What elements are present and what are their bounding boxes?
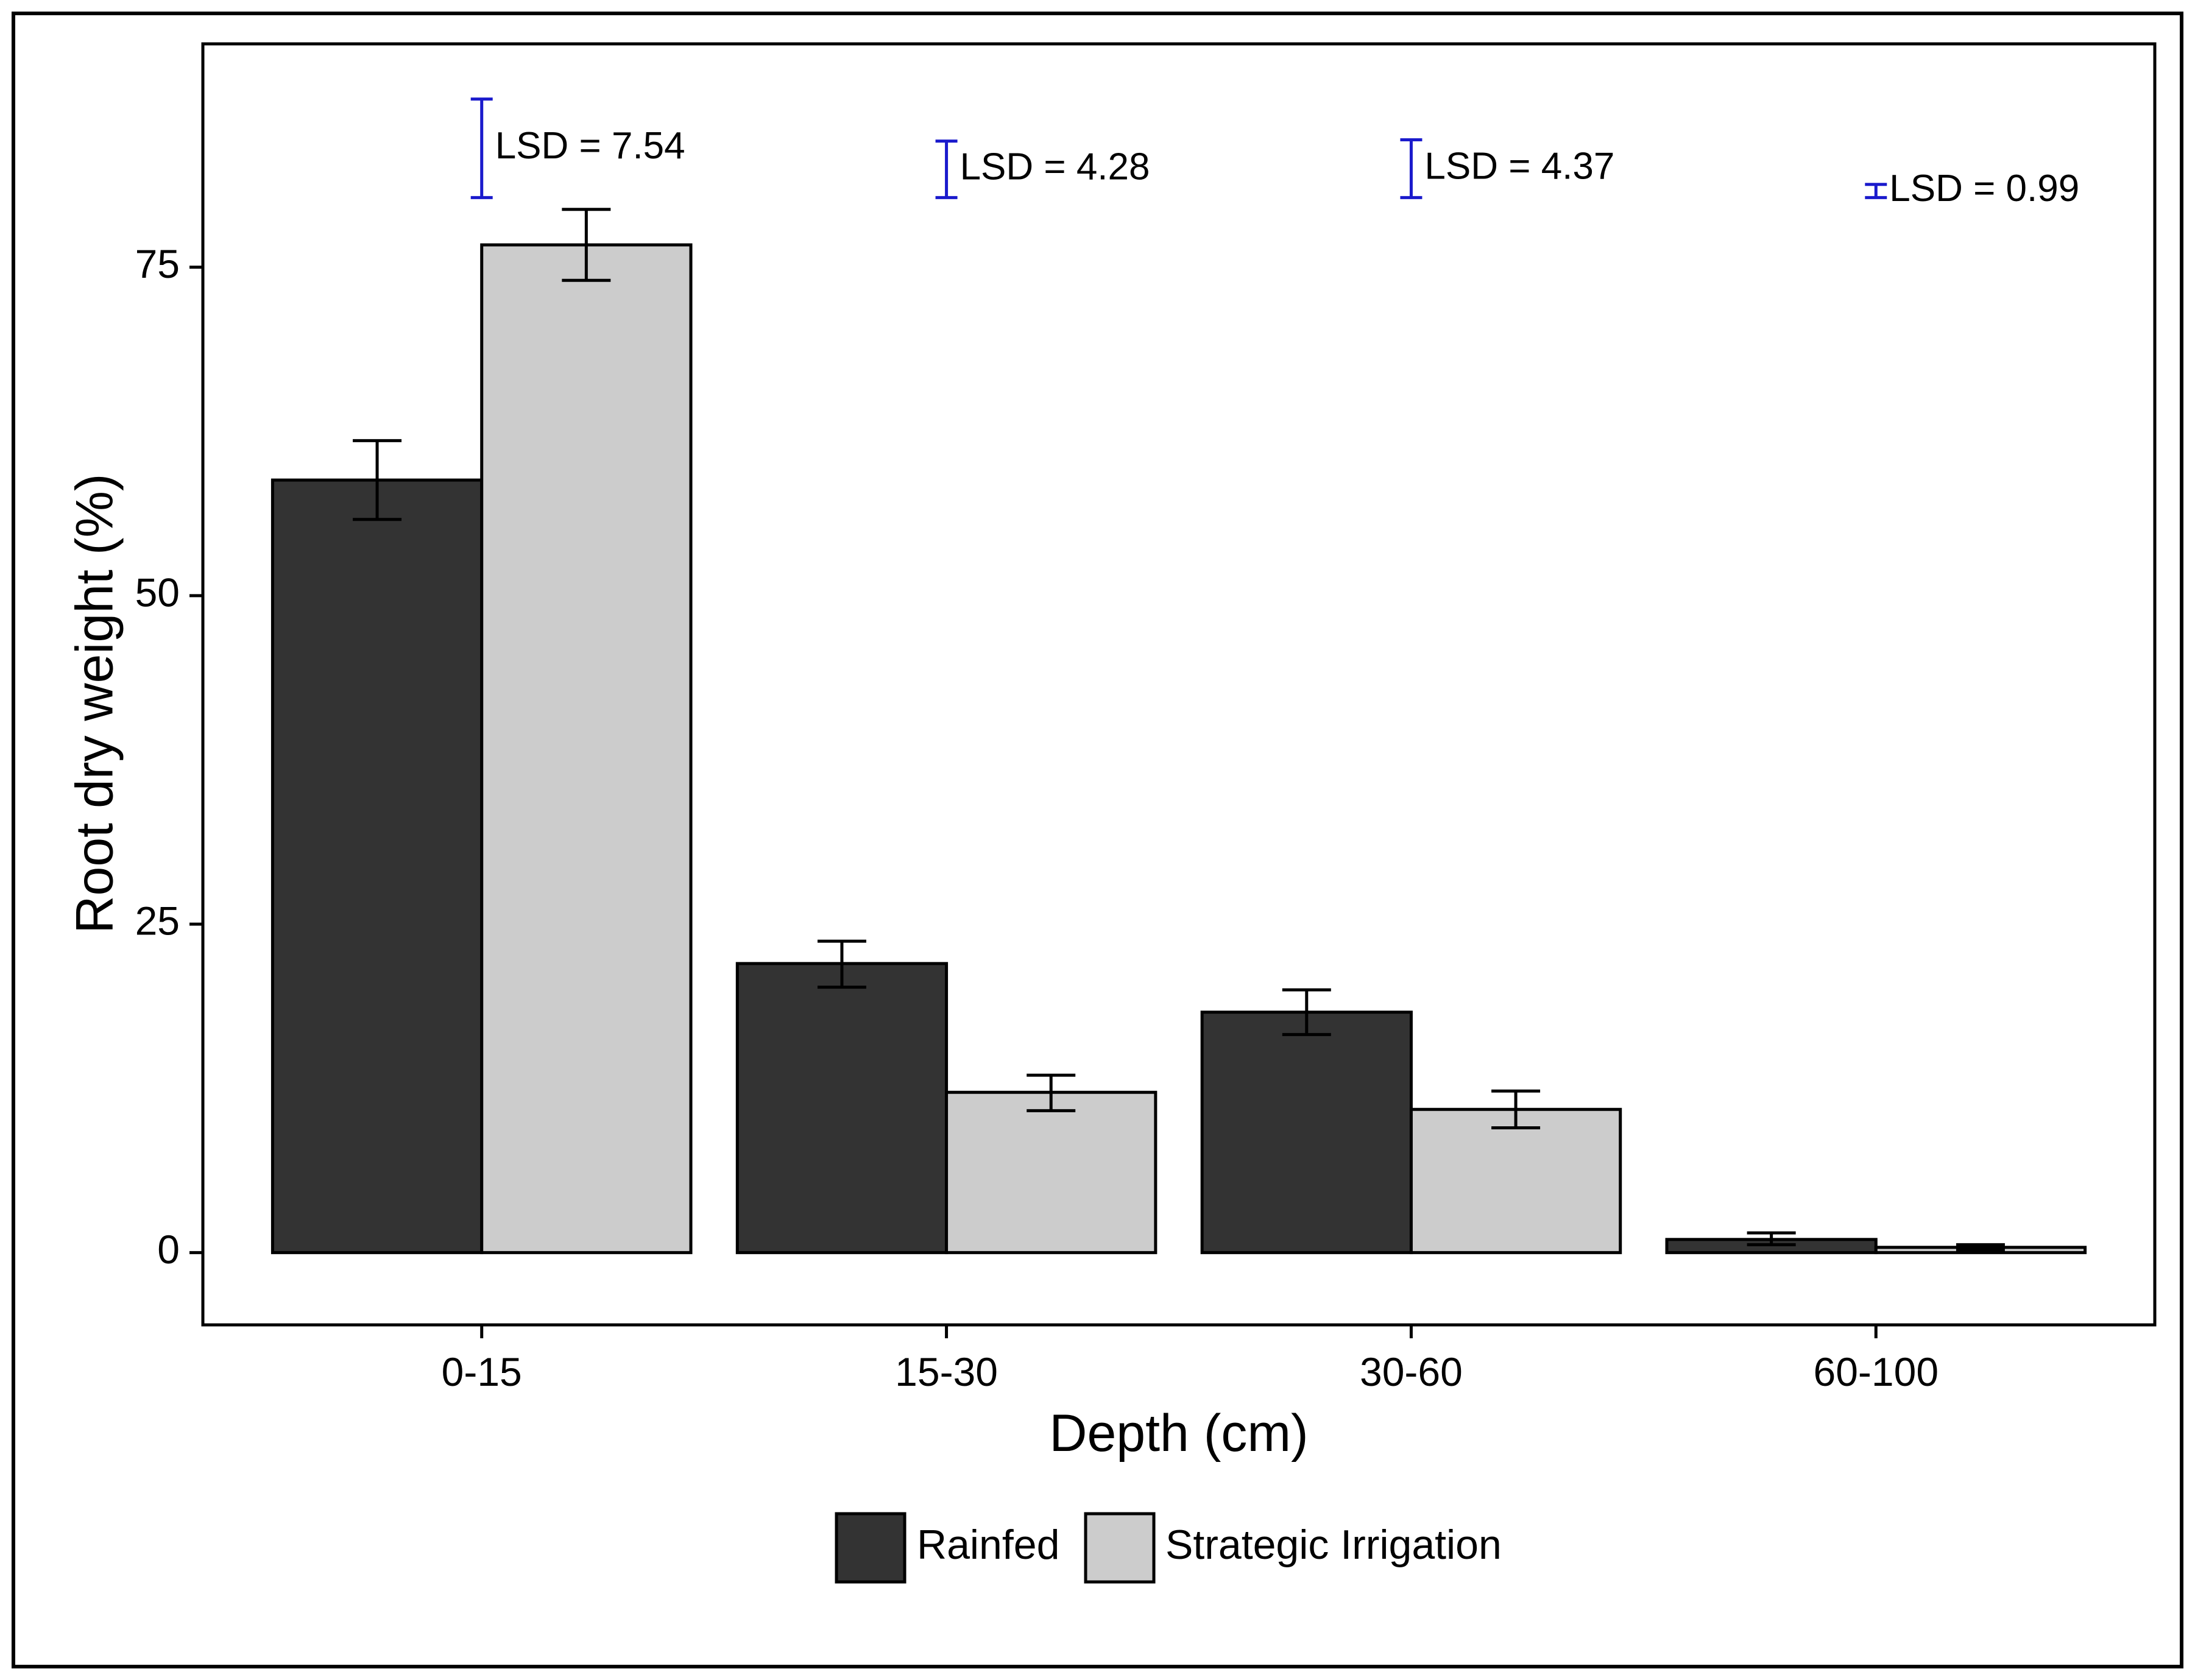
legend-label-strategic-irrigation: Strategic Irrigation xyxy=(1165,1522,1502,1568)
legend: Rainfed Strategic Irrigation xyxy=(835,1512,1502,1584)
x-axis: 0-15 15-30 30-60 60-100 xyxy=(442,1325,1939,1394)
error-bars-layer xyxy=(353,208,2005,1252)
lsd-label-30-60: LSD = 4.37 xyxy=(1424,145,1614,187)
lsd-label-60-100: LSD = 0.99 xyxy=(1889,168,2079,210)
bar-strategic-irrigation-0-15 xyxy=(480,243,693,1254)
x-tick-label-0-15: 0-15 xyxy=(442,1349,522,1394)
legend-key-strategic-irrigation xyxy=(1084,1512,1156,1584)
x-tick-label-60-100: 60-100 xyxy=(1814,1349,1939,1394)
figure-border xyxy=(12,12,2183,1668)
x-tick-label-15-30: 15-30 xyxy=(895,1349,998,1394)
y-tick-label-50: 50 xyxy=(135,570,180,615)
legend-key-rainfed xyxy=(835,1512,907,1584)
bar-rainfed-0-15 xyxy=(270,478,484,1254)
bar-strategic-irrigation-30-60 xyxy=(1409,1107,1622,1254)
x-axis-label: Depth (cm) xyxy=(1049,1404,1308,1463)
x-tick-label-30-60: 30-60 xyxy=(1360,1349,1463,1394)
lsd-label-15-30: LSD = 4.28 xyxy=(960,146,1150,188)
legend-label-rainfed: Rainfed xyxy=(917,1522,1059,1568)
y-tick-label-0: 0 xyxy=(157,1227,180,1272)
y-tick-label-75: 75 xyxy=(135,241,180,286)
bar-rainfed-15-30 xyxy=(735,962,949,1254)
lsd-annotations-layer: LSD = 7.54 LSD = 4.28 LSD = 4.37 LSD = 0.99 xyxy=(470,97,2079,210)
y-axis: 0 25 50 75 xyxy=(135,241,203,1272)
y-tick-label-25: 25 xyxy=(135,898,180,944)
lsd-label-0-15: LSD = 7.54 xyxy=(495,125,685,167)
bar-strategic-irrigation-15-30 xyxy=(945,1090,1158,1254)
bar-rainfed-30-60 xyxy=(1200,1011,1413,1254)
y-axis-label: Root dry weight (%) xyxy=(66,473,124,933)
